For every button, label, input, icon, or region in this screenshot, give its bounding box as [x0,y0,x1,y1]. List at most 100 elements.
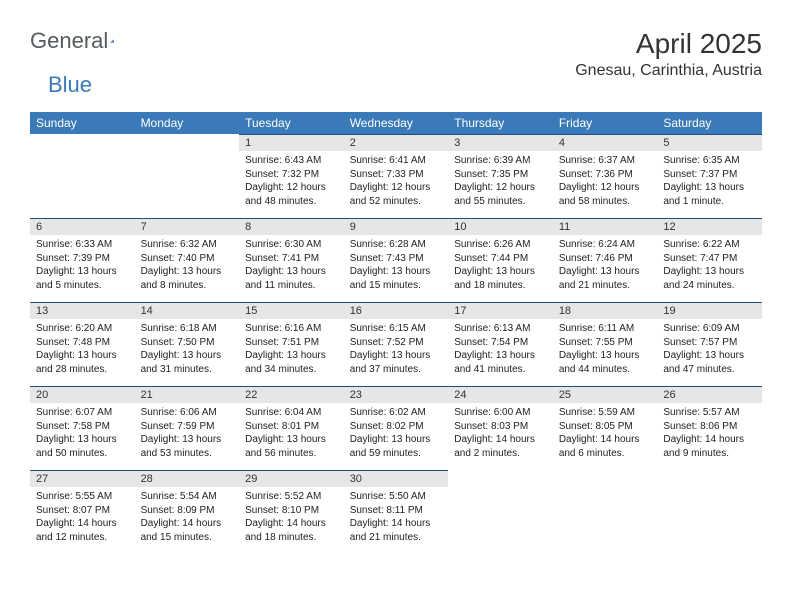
sunrise-text: Sunrise: 6:09 AM [663,322,756,336]
sunrise-text: Sunrise: 6:06 AM [141,406,234,420]
daylight-text: Daylight: 13 hours and 18 minutes. [454,265,547,292]
daylight-text: Daylight: 13 hours and 37 minutes. [350,349,443,376]
calendar-cell [30,134,135,218]
calendar-cell: 21Sunrise: 6:06 AMSunset: 7:59 PMDayligh… [135,386,240,470]
calendar-cell: 15Sunrise: 6:16 AMSunset: 7:51 PMDayligh… [239,302,344,386]
brand-logo: General [30,28,134,54]
sunrise-text: Sunrise: 6:18 AM [141,322,234,336]
day-details: Sunrise: 5:59 AMSunset: 8:05 PMDaylight:… [553,403,658,466]
day-number: 10 [448,218,553,235]
sunset-text: Sunset: 7:41 PM [245,252,338,266]
sunset-text: Sunset: 8:03 PM [454,420,547,434]
calendar-cell: 20Sunrise: 6:07 AMSunset: 7:58 PMDayligh… [30,386,135,470]
brand-part1: General [30,28,108,54]
daylight-text: Daylight: 14 hours and 2 minutes. [454,433,547,460]
sunrise-text: Sunrise: 6:07 AM [36,406,129,420]
sunrise-text: Sunrise: 6:20 AM [36,322,129,336]
day-details: Sunrise: 5:57 AMSunset: 8:06 PMDaylight:… [657,403,762,466]
calendar-cell: 19Sunrise: 6:09 AMSunset: 7:57 PMDayligh… [657,302,762,386]
daylight-text: Daylight: 14 hours and 21 minutes. [350,517,443,544]
sunrise-text: Sunrise: 6:24 AM [559,238,652,252]
day-number: 4 [553,134,658,151]
day-number: 26 [657,386,762,403]
daylight-text: Daylight: 13 hours and 24 minutes. [663,265,756,292]
day-details: Sunrise: 6:06 AMSunset: 7:59 PMDaylight:… [135,403,240,466]
calendar-head: SundayMondayTuesdayWednesdayThursdayFrid… [30,112,762,134]
daylight-text: Daylight: 12 hours and 55 minutes. [454,181,547,208]
day-details: Sunrise: 6:11 AMSunset: 7:55 PMDaylight:… [553,319,658,382]
sunset-text: Sunset: 7:36 PM [559,168,652,182]
calendar-page: General April 2025 Gnesau, Carinthia, Au… [0,0,792,582]
calendar-cell: 29Sunrise: 5:52 AMSunset: 8:10 PMDayligh… [239,470,344,554]
day-details: Sunrise: 6:39 AMSunset: 7:35 PMDaylight:… [448,151,553,214]
calendar-cell: 22Sunrise: 6:04 AMSunset: 8:01 PMDayligh… [239,386,344,470]
day-details: Sunrise: 6:22 AMSunset: 7:47 PMDaylight:… [657,235,762,298]
day-details: Sunrise: 6:28 AMSunset: 7:43 PMDaylight:… [344,235,449,298]
daylight-text: Daylight: 13 hours and 31 minutes. [141,349,234,376]
sunrise-text: Sunrise: 5:52 AM [245,490,338,504]
daylight-text: Daylight: 14 hours and 18 minutes. [245,517,338,544]
day-number: 27 [30,470,135,487]
day-number: 5 [657,134,762,151]
day-details: Sunrise: 6:15 AMSunset: 7:52 PMDaylight:… [344,319,449,382]
sunrise-text: Sunrise: 6:39 AM [454,154,547,168]
daylight-text: Daylight: 14 hours and 12 minutes. [36,517,129,544]
sunset-text: Sunset: 7:52 PM [350,336,443,350]
month-title: April 2025 [575,28,762,60]
day-number: 19 [657,302,762,319]
calendar-cell: 26Sunrise: 5:57 AMSunset: 8:06 PMDayligh… [657,386,762,470]
day-number: 29 [239,470,344,487]
dayname-monday: Monday [135,112,240,134]
daylight-text: Daylight: 13 hours and 5 minutes. [36,265,129,292]
daylight-text: Daylight: 13 hours and 59 minutes. [350,433,443,460]
daylight-text: Daylight: 13 hours and 15 minutes. [350,265,443,292]
sunrise-text: Sunrise: 5:50 AM [350,490,443,504]
sunrise-text: Sunrise: 5:55 AM [36,490,129,504]
sunrise-text: Sunrise: 6:11 AM [559,322,652,336]
sunset-text: Sunset: 7:39 PM [36,252,129,266]
sunset-text: Sunset: 7:59 PM [141,420,234,434]
calendar-cell: 27Sunrise: 5:55 AMSunset: 8:07 PMDayligh… [30,470,135,554]
daylight-text: Daylight: 13 hours and 44 minutes. [559,349,652,376]
calendar-cell: 3Sunrise: 6:39 AMSunset: 7:35 PMDaylight… [448,134,553,218]
sunrise-text: Sunrise: 6:35 AM [663,154,756,168]
sunrise-text: Sunrise: 5:54 AM [141,490,234,504]
day-number: 17 [448,302,553,319]
dayname-friday: Friday [553,112,658,134]
calendar-week: 13Sunrise: 6:20 AMSunset: 7:48 PMDayligh… [30,302,762,386]
sunrise-text: Sunrise: 6:43 AM [245,154,338,168]
sunrise-text: Sunrise: 6:00 AM [454,406,547,420]
sunset-text: Sunset: 7:33 PM [350,168,443,182]
sunrise-text: Sunrise: 6:02 AM [350,406,443,420]
day-number: 18 [553,302,658,319]
daylight-text: Daylight: 12 hours and 48 minutes. [245,181,338,208]
sunset-text: Sunset: 7:57 PM [663,336,756,350]
brand-part2: Blue [48,72,92,98]
day-details: Sunrise: 6:02 AMSunset: 8:02 PMDaylight:… [344,403,449,466]
daylight-text: Daylight: 13 hours and 50 minutes. [36,433,129,460]
daylight-text: Daylight: 14 hours and 15 minutes. [141,517,234,544]
sunset-text: Sunset: 8:05 PM [559,420,652,434]
sunset-text: Sunset: 7:58 PM [36,420,129,434]
sunrise-text: Sunrise: 6:13 AM [454,322,547,336]
day-details: Sunrise: 6:43 AMSunset: 7:32 PMDaylight:… [239,151,344,214]
day-number: 13 [30,302,135,319]
daylight-text: Daylight: 13 hours and 1 minute. [663,181,756,208]
daylight-text: Daylight: 13 hours and 56 minutes. [245,433,338,460]
day-details: Sunrise: 6:24 AMSunset: 7:46 PMDaylight:… [553,235,658,298]
day-number: 8 [239,218,344,235]
calendar-cell: 17Sunrise: 6:13 AMSunset: 7:54 PMDayligh… [448,302,553,386]
dayname-sunday: Sunday [30,112,135,134]
calendar-cell: 5Sunrise: 6:35 AMSunset: 7:37 PMDaylight… [657,134,762,218]
calendar-cell: 9Sunrise: 6:28 AMSunset: 7:43 PMDaylight… [344,218,449,302]
sunset-text: Sunset: 7:54 PM [454,336,547,350]
day-number: 14 [135,302,240,319]
calendar-cell: 13Sunrise: 6:20 AMSunset: 7:48 PMDayligh… [30,302,135,386]
sunset-text: Sunset: 8:11 PM [350,504,443,518]
dayname-thursday: Thursday [448,112,553,134]
sunset-text: Sunset: 7:40 PM [141,252,234,266]
daylight-text: Daylight: 13 hours and 53 minutes. [141,433,234,460]
day-details: Sunrise: 6:33 AMSunset: 7:39 PMDaylight:… [30,235,135,298]
day-details: Sunrise: 5:50 AMSunset: 8:11 PMDaylight:… [344,487,449,550]
day-details: Sunrise: 6:26 AMSunset: 7:44 PMDaylight:… [448,235,553,298]
